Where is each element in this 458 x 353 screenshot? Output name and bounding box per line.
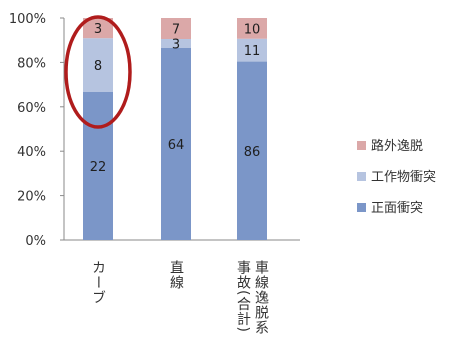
x-category-label: 事故(合計) [235,260,251,333]
data-label: 3 [94,22,102,37]
legend-label: 路外逸脱 [371,138,423,154]
bar-segment [83,18,113,39]
y-tick-label: 100% [9,12,46,27]
legend-label: 工作物衝突 [371,169,436,185]
bar-segment [237,38,267,62]
bar-segment [161,48,191,240]
legend-swatch [357,141,366,150]
y-axis-ticks: 0% 20% 40% 60% 80% 100% [9,12,64,249]
highlight-ellipse [64,15,132,129]
x-category-label: 直線 [168,259,184,290]
bar-segment [237,61,267,240]
data-label: 64 [168,138,185,153]
data-label: 7 [172,23,180,38]
data-label: 11 [244,44,261,59]
y-tick-label: 80% [17,56,46,71]
bar-segment [161,18,191,39]
data-label: 8 [94,59,102,74]
legend-swatch [357,172,366,181]
data-label: 86 [244,145,261,160]
highlight-annotation [64,15,132,129]
data-label: 3 [172,38,180,53]
y-tick-label: 0% [25,234,46,249]
x-category-label: カーブ [90,260,106,305]
y-tick-label: 60% [17,101,46,116]
bar-segment [83,38,113,92]
legend-swatch [357,203,366,212]
bars [83,18,267,240]
y-tick-label: 40% [17,145,46,160]
bar-segment [161,39,191,48]
y-tick-label: 20% [17,190,46,205]
data-label: 22 [90,160,107,175]
x-category-label: 車線逸脱系 [253,259,269,335]
data-label: 10 [244,22,261,37]
bar-segment [83,92,113,240]
bar-segment [237,18,267,39]
legend-label: 正面衝突 [371,200,423,216]
